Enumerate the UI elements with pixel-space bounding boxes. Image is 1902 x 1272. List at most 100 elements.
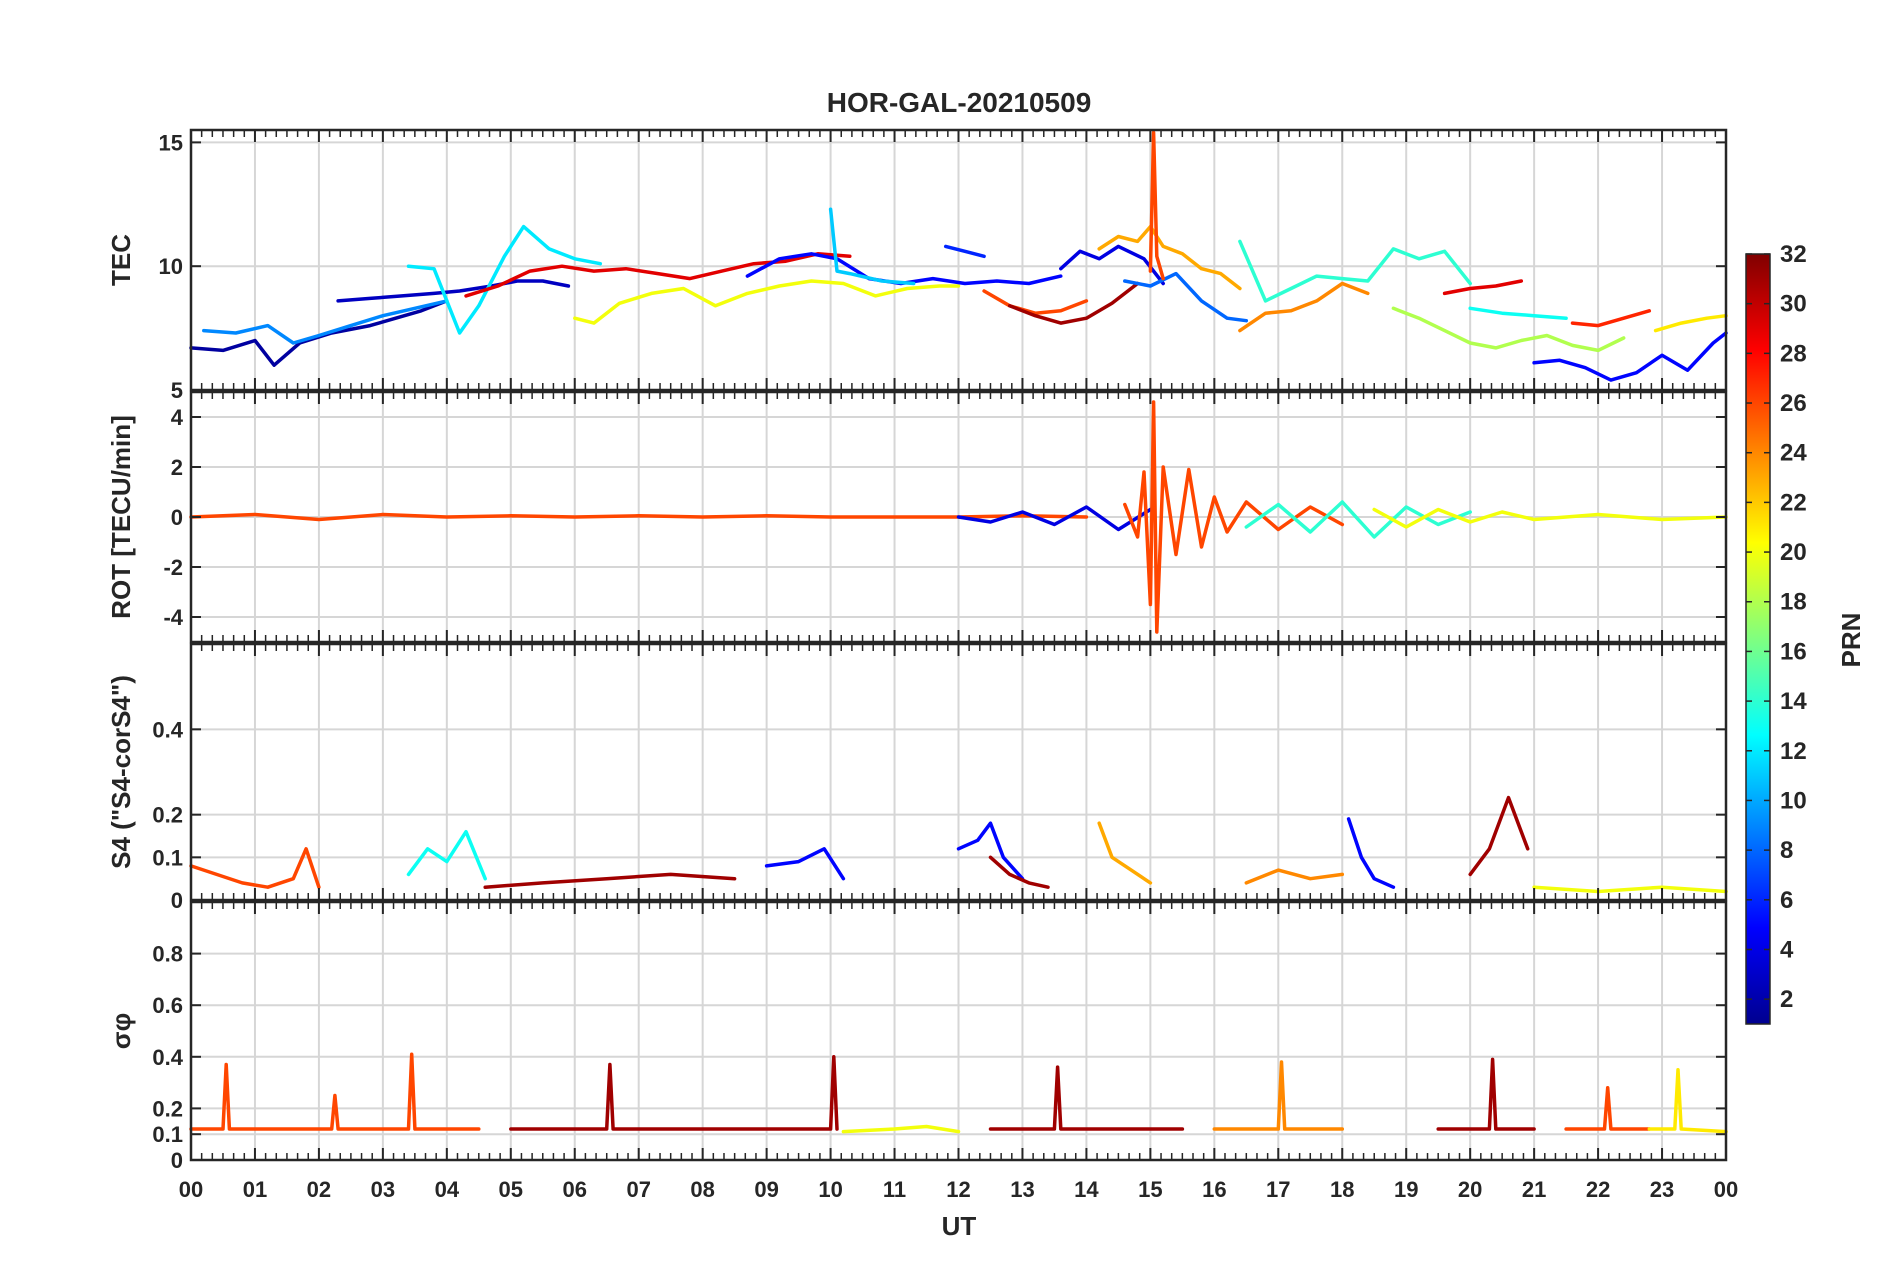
x-tick-label: 18 xyxy=(1330,1177,1354,1202)
series-line-prn-5-3 xyxy=(764,847,846,881)
x-tick-label: 20 xyxy=(1458,1177,1482,1202)
y-tick-label: 2 xyxy=(171,455,183,480)
series-line-prn-29-4 xyxy=(464,252,852,298)
y-axis-label: ROT [TECU/min] xyxy=(106,415,136,619)
series-line-prn-31-3 xyxy=(988,1065,1185,1131)
x-tick-label: 00 xyxy=(179,1177,203,1202)
y-tick-label: 4 xyxy=(171,405,184,430)
colorbar-tick-label: 32 xyxy=(1780,241,1807,268)
y-ticks: 0 0.1 0.2 0.4 xyxy=(152,717,1726,913)
series-line-prn-27-21 xyxy=(1570,309,1652,328)
y-ticks: -4 -2 0 2 4 xyxy=(163,405,1726,630)
x-tick-label: 02 xyxy=(307,1177,331,1202)
colorbar-label: PRN xyxy=(1836,613,1866,668)
series-line-prn-26-6 xyxy=(1564,1086,1652,1131)
series-line-prn-31-1 xyxy=(509,1055,839,1131)
series-line-prn-18-17 xyxy=(1391,306,1626,353)
x-tick-label: 03 xyxy=(371,1177,395,1202)
x-tick-labels: 00 01 02 03 04 05 06 07 08 09 10 11 12 13 14 15 16 17 18 19… xyxy=(179,1177,1738,1202)
series-line-prn-20-5 xyxy=(573,279,961,325)
y-tick-label: 0.8 xyxy=(152,942,183,967)
x-tick-label: 11 xyxy=(883,1177,906,1202)
series-group xyxy=(189,795,1728,894)
series-line-prn-21-7 xyxy=(1647,1067,1728,1134)
series-line-prn-4-11 xyxy=(1059,244,1165,286)
x-tick-label: 21 xyxy=(1522,1177,1546,1202)
series-group xyxy=(189,130,1728,382)
y-tick-label: 10 xyxy=(159,254,183,279)
series-line-prn-20-4 xyxy=(1372,507,1728,529)
y-axis-label: TEC xyxy=(106,234,136,286)
colorbar-tick-label: 4 xyxy=(1780,936,1794,963)
series-line-prn-21-22 xyxy=(1653,313,1728,333)
colorbar-tick-label: 28 xyxy=(1780,340,1807,367)
series-line-prn-13-19 xyxy=(1468,306,1568,320)
series-line-prn-23-6 xyxy=(1097,821,1153,885)
series-line-prn-31-2 xyxy=(483,872,737,889)
panel-tec: 5 10 15 TEC xyxy=(106,128,1728,403)
y-tick-label: -4 xyxy=(163,605,183,630)
x-tick-label: 10 xyxy=(818,1177,842,1202)
series-line-prn-11-7 xyxy=(828,207,916,286)
x-tick-label: 12 xyxy=(946,1177,970,1202)
x-tick-label: 13 xyxy=(1010,1177,1034,1202)
series-line-prn-29-18 xyxy=(1442,279,1524,296)
y-ticks: 00.10.2 0.4 0.6 0.8 xyxy=(152,942,1726,1173)
y-tick-label: 0.2 xyxy=(152,1096,183,1121)
x-tick-label: 16 xyxy=(1202,1177,1226,1202)
colorbar-tick-label: 10 xyxy=(1780,787,1807,814)
series-line-prn-14-15 xyxy=(1238,239,1472,303)
panel-frame xyxy=(189,390,1728,644)
x-tick-label: 22 xyxy=(1586,1177,1610,1202)
panel-frame xyxy=(189,642,1728,902)
y-tick-label: 0.2 xyxy=(152,803,183,828)
colorbar-tick-label: 24 xyxy=(1780,440,1807,467)
y-tick-label: -2 xyxy=(163,555,183,580)
series-line-prn-20-10 xyxy=(1532,885,1728,894)
y-tick-label: 0.4 xyxy=(152,717,183,742)
colorbar-tick-label: 6 xyxy=(1780,887,1793,914)
panel-frame xyxy=(189,900,1728,1162)
x-tick-label: 00 xyxy=(1714,1177,1738,1202)
colorbar-gradient xyxy=(1745,253,1771,1025)
series-line-prn-13-1 xyxy=(406,829,487,881)
series-line-prn-14-3 xyxy=(1244,500,1472,539)
x-tick-label: 09 xyxy=(754,1177,778,1202)
x-minor-ticks xyxy=(190,902,1727,1160)
series-line-prn-26-0 xyxy=(189,512,1089,522)
x-tick-label: 15 xyxy=(1138,1177,1162,1202)
colorbar-tick-label: 2 xyxy=(1780,986,1793,1013)
colorbar-tick-label: 20 xyxy=(1780,539,1807,566)
panel-rot: -4 -2 0 2 4 ROT [TECU/min] xyxy=(106,390,1728,644)
series-line-prn-24-4 xyxy=(1212,1060,1345,1131)
series-line-prn-5-4 xyxy=(956,821,1025,881)
x-tick-label: 07 xyxy=(626,1177,650,1202)
y-tick-label: 0.4 xyxy=(152,1045,183,1070)
series-line-prn-26-0 xyxy=(189,1052,481,1131)
grid xyxy=(191,644,1726,900)
y-axis-label: σφ xyxy=(106,1013,136,1049)
series-line-prn-9-1 xyxy=(202,299,449,345)
series-line-prn-6-8 xyxy=(943,244,986,259)
series-line-prn-24-7 xyxy=(1244,868,1345,885)
series-line-prn-3-2 xyxy=(336,279,571,303)
x-tick-label: 01 xyxy=(243,1177,267,1202)
y-tick-label: 0.1 xyxy=(152,1122,183,1147)
x-tick-label: 19 xyxy=(1394,1177,1418,1202)
x-tick-label: 23 xyxy=(1650,1177,1674,1202)
series-line-prn-26-0 xyxy=(189,847,321,889)
series-line-prn-8-13 xyxy=(1123,271,1249,323)
series-line-prn-31-9 xyxy=(1468,795,1530,877)
panel-frame xyxy=(189,128,1728,392)
y-tick-label: 0 xyxy=(171,1148,183,1173)
panel-s4: 0 0.1 0.2 0.4 S4 ("S4-corS4") xyxy=(106,642,1728,913)
series-line-prn-20-2 xyxy=(841,1124,961,1134)
series-group xyxy=(189,1052,1728,1134)
y-axis-label: S4 ("S4-corS4") xyxy=(106,675,136,869)
colorbar-tick-label: 22 xyxy=(1780,489,1807,516)
series-line-prn-24-16 xyxy=(1238,281,1370,333)
